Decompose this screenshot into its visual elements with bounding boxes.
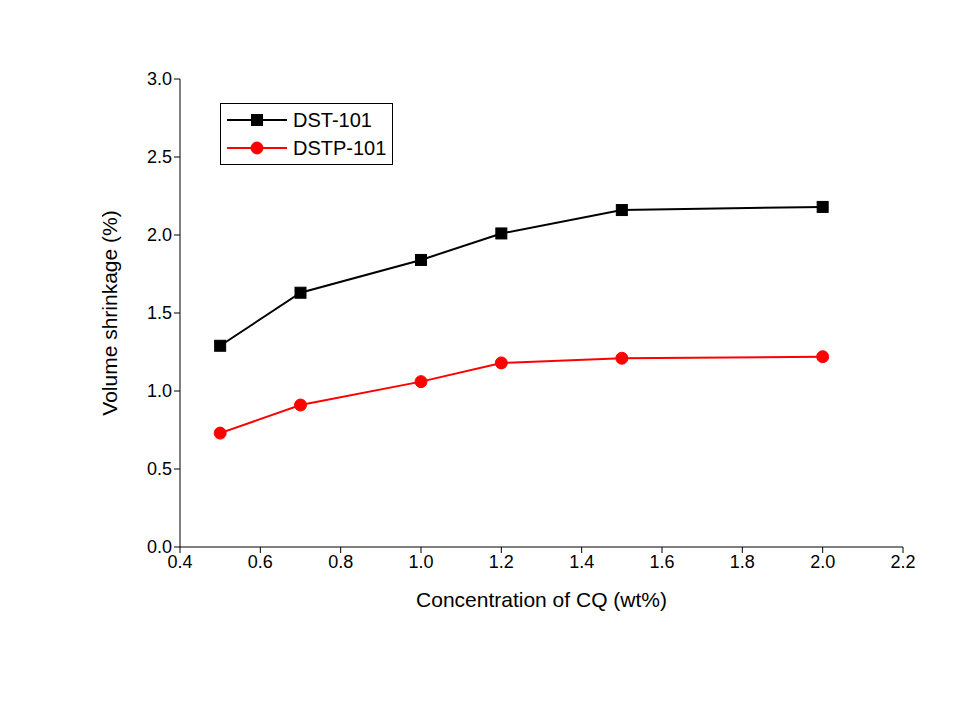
svg-text:2.2: 2.2 bbox=[890, 552, 915, 572]
svg-text:Volume shrinkage (%): Volume shrinkage (%) bbox=[98, 210, 121, 415]
svg-text:0.8: 0.8 bbox=[328, 552, 353, 572]
svg-text:1.0: 1.0 bbox=[408, 552, 433, 572]
svg-text:2.0: 2.0 bbox=[810, 552, 835, 572]
svg-text:0.0: 0.0 bbox=[147, 537, 172, 557]
svg-text:1.6: 1.6 bbox=[649, 552, 674, 572]
html-text:DSTP-101: DSTP-101 bbox=[293, 136, 387, 159]
svg-text:0.4: 0.4 bbox=[167, 551, 193, 572]
svg-text:1.2: 1.2 bbox=[489, 552, 514, 572]
svg-text:2.0: 2.0 bbox=[147, 225, 172, 245]
svg-text:0.5: 0.5 bbox=[147, 459, 172, 479]
svg-text:2.5: 2.5 bbox=[147, 147, 172, 167]
svg-text:1.5: 1.5 bbox=[147, 303, 172, 323]
svg-text:1.4: 1.4 bbox=[569, 552, 594, 572]
svg-text:1.8: 1.8 bbox=[730, 552, 755, 572]
svg-text:3.0: 3.0 bbox=[147, 69, 172, 89]
svg-text:Concentration of CQ (wt%): Concentration of CQ (wt%) bbox=[416, 588, 667, 611]
svg-text:1.0: 1.0 bbox=[147, 381, 172, 401]
svg-text:0.6: 0.6 bbox=[248, 552, 273, 572]
html-text:DST-101: DST-101 bbox=[293, 108, 372, 131]
